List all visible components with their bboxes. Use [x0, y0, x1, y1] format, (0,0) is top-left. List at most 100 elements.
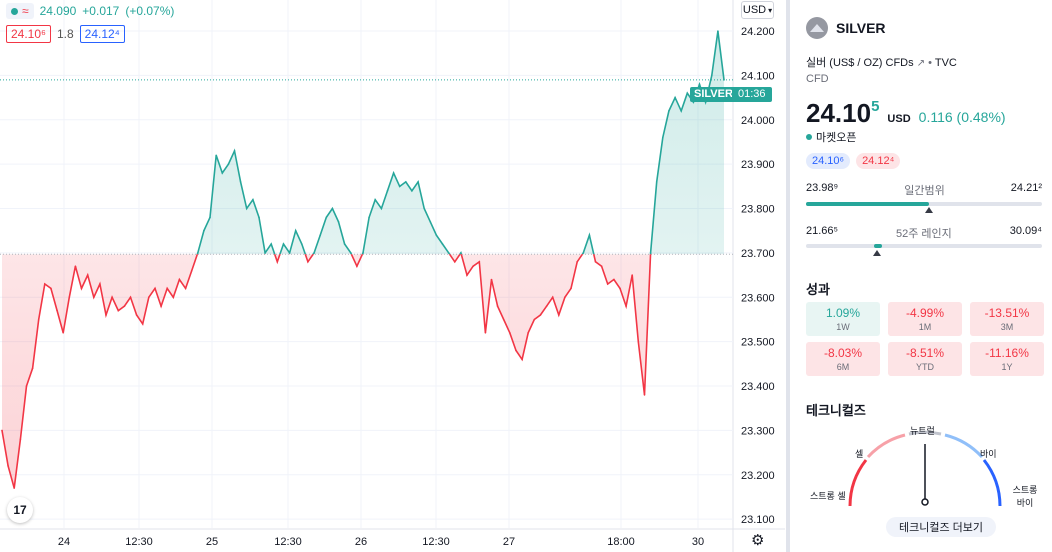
symbol-name[interactable]: SILVER — [836, 20, 886, 36]
performance-cell-1y[interactable]: -11.16% 1Y — [970, 342, 1044, 376]
gear-icon[interactable]: ⚙ — [751, 532, 765, 549]
data-point — [386, 190, 389, 192]
ask-price-box[interactable]: 24.12⁴ — [79, 25, 125, 43]
performance-title: 성과 — [806, 282, 830, 297]
data-point — [319, 234, 322, 236]
data-point — [117, 309, 120, 312]
data-point — [637, 340, 640, 343]
x-tick-label: 27 — [503, 536, 515, 548]
external-link-icon[interactable]: ↗ — [916, 58, 926, 69]
data-point — [56, 309, 58, 312]
performance-cell-6m[interactable]: -8.03% 6M — [806, 342, 880, 376]
data-point — [588, 234, 591, 236]
data-point — [625, 305, 627, 308]
data-point — [129, 296, 132, 299]
data-point — [197, 252, 199, 254]
data-point — [527, 332, 529, 334]
data-point — [515, 349, 517, 352]
price-row: 24.105 USD 0.116 (0.48%) — [806, 98, 1006, 129]
performance-cell-1w[interactable]: 1.09% 1W — [806, 302, 880, 336]
y-tick-label: 23.700 — [741, 248, 775, 260]
day-range-marker — [924, 207, 933, 213]
data-point — [435, 234, 438, 236]
data-point — [190, 269, 193, 272]
bid-price-box[interactable]: 24.10⁶ — [6, 25, 51, 43]
bid-ask-row: 24.10⁶ 1.8 24.12⁴ — [6, 25, 125, 43]
more-technicals-button[interactable]: 테크니컬즈 더보기 — [886, 517, 996, 537]
chart-pane[interactable]: 24.200 24.100 24.000 23.900 23.800 23.700 23.6… — [0, 0, 785, 552]
data-point — [655, 181, 658, 183]
gauge-label-strong-buy: 스트롱 바이 — [1012, 485, 1038, 508]
performance-value: 1.09% — [825, 306, 861, 320]
current-price: 24.105 — [806, 98, 879, 129]
gauge-arc-buy — [944, 433, 984, 459]
symbol-description-row: 실버 (US$ / OZ) CFDs ↗ • TVC — [806, 54, 957, 70]
data-point — [19, 438, 22, 441]
data-point — [166, 287, 168, 290]
x-tick-label: 25 — [206, 536, 218, 548]
data-point — [1, 429, 3, 432]
data-point — [576, 261, 578, 263]
day-range-low: 23.98⁹ — [806, 182, 839, 194]
performance-cell-ytd[interactable]: -8.51% YTD — [888, 342, 962, 376]
data-point — [123, 305, 126, 308]
data-point — [50, 287, 52, 290]
currency-button[interactable]: USD ▾ — [741, 1, 774, 19]
data-point — [135, 314, 138, 316]
data-point — [460, 252, 462, 254]
y-tick-label: 24.200 — [741, 26, 775, 38]
data-point — [99, 283, 101, 285]
ask-chip: 24.12⁴ — [856, 153, 901, 169]
symbol-details-panel: SILVER 실버 (US$ / OZ) CFDs ↗ • TVC CFD 24… — [786, 0, 1052, 552]
data-point — [245, 207, 248, 210]
exchange-name: TVC — [934, 57, 957, 69]
symbol-chip[interactable]: ≈ — [6, 3, 34, 19]
data-point — [539, 314, 542, 316]
x-tick-label: 12:30 — [422, 536, 450, 548]
performance-cell-1m[interactable]: -4.99% 1M — [888, 302, 962, 336]
performance-grid: 1.09% 1W -4.99% 1M -13.51% 3M -8.03% 6M -8.51% YT… — [806, 302, 1044, 376]
data-point — [294, 229, 297, 232]
data-point — [7, 465, 9, 467]
x-tick-label: 12:30 — [125, 536, 153, 548]
y-tick-label: 24.100 — [741, 70, 775, 82]
data-point — [570, 287, 572, 290]
data-point — [496, 305, 499, 308]
price-tag-symbol: SILVER — [690, 87, 737, 102]
y-tick-label: 23.300 — [741, 425, 775, 437]
day-range-label: 일간범위 — [904, 185, 945, 197]
legend-last-price: 24.090 — [39, 4, 77, 18]
technicals-title[interactable]: 테크니컬즈 — [806, 403, 866, 418]
market-status: 마켓오픈 — [806, 129, 856, 145]
gauge-label-buy: 바이 — [980, 449, 997, 459]
symbol-header: SILVER — [806, 17, 886, 39]
data-point — [533, 318, 536, 321]
price-chart[interactable]: 24.200 24.100 24.000 23.900 23.800 23.700 23.6… — [0, 0, 785, 552]
data-point — [405, 181, 407, 183]
data-point — [594, 261, 597, 263]
x-tick-label: 24 — [58, 536, 70, 548]
current-price-main: 24.10 — [806, 98, 872, 128]
data-point — [484, 332, 487, 334]
y-tick-label: 24.000 — [741, 115, 775, 127]
data-point — [148, 296, 150, 299]
data-point — [521, 358, 523, 361]
data-point — [392, 172, 395, 174]
gauge-pivot — [921, 498, 929, 506]
performance-period: 3M — [1000, 322, 1014, 332]
performance-period: 1Y — [1001, 362, 1013, 372]
tradingview-logo-icon[interactable]: 17 — [7, 497, 33, 523]
price-line-down — [1, 254, 652, 489]
data-point — [258, 216, 260, 219]
performance-cell-3m[interactable]: -13.51% 3M — [970, 302, 1044, 336]
data-point — [411, 190, 413, 192]
performance-value: -11.16% — [985, 346, 1029, 360]
week52-range-labels: 21.66⁵ 52주 레인지 30.09⁴ — [806, 225, 1042, 241]
data-point — [441, 243, 444, 245]
data-point — [564, 296, 566, 299]
data-point — [582, 252, 585, 254]
data-point — [490, 278, 493, 281]
price-tag-countdown: 01:36 — [732, 87, 772, 102]
gauge-arc-strong-sell — [848, 459, 868, 507]
data-point — [417, 181, 419, 183]
